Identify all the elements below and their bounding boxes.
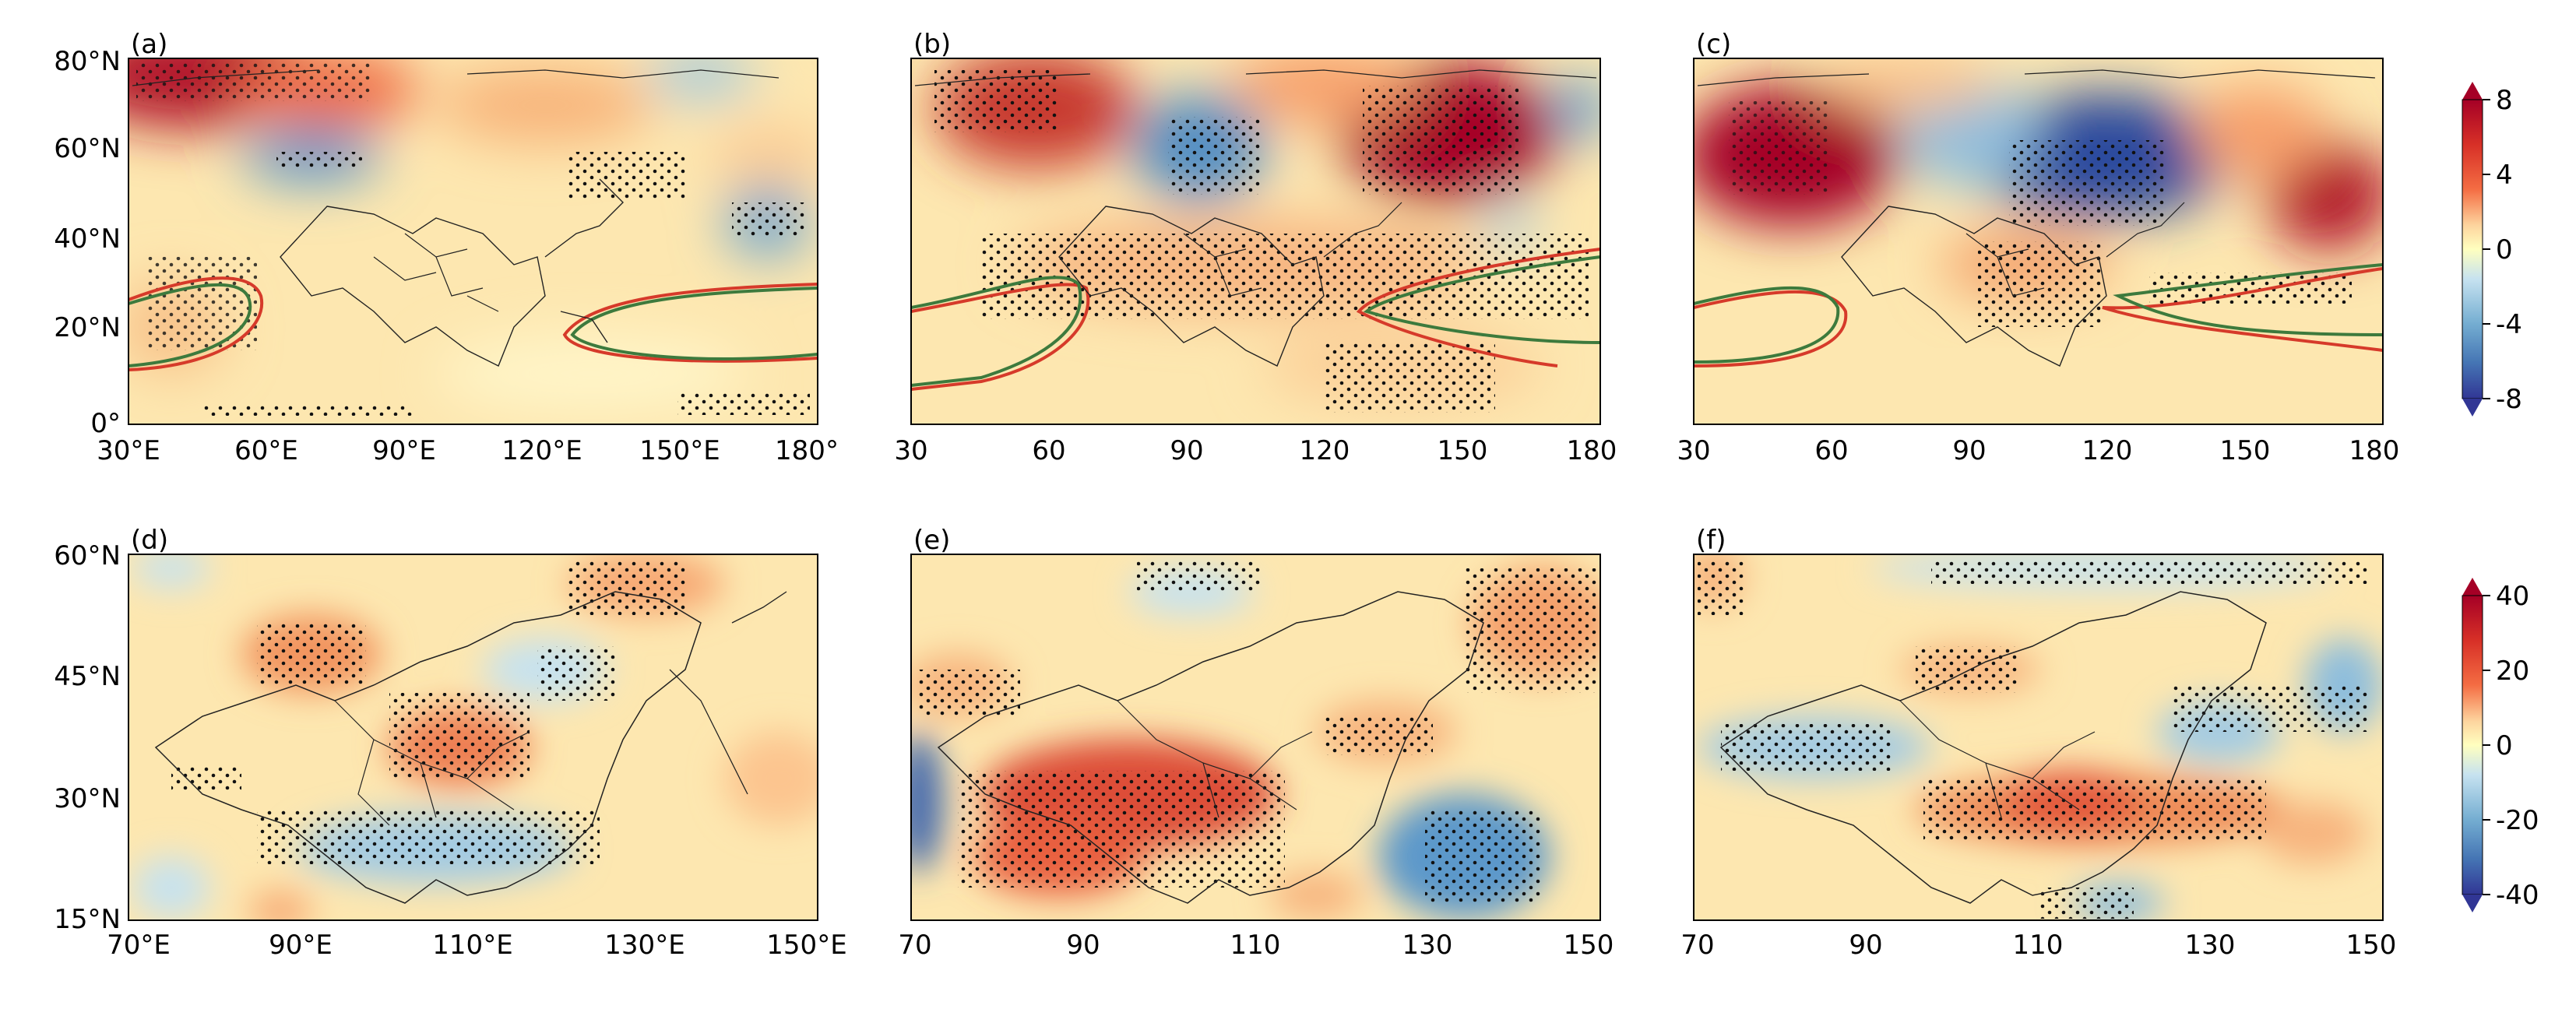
xtick: 90 (1849, 930, 1882, 961)
ytick: 60°N (54, 540, 121, 571)
ytick: 45°N (54, 661, 121, 692)
xtick: 150 (2346, 930, 2397, 961)
panel-d-field (128, 554, 818, 920)
xtick: 150 (1438, 435, 1488, 466)
panel-f: (f) 70 90 110 130 150 (1680, 525, 2396, 961)
panel-f-frame (1693, 554, 2384, 921)
xtick: 150°E (766, 930, 846, 961)
panel-c-frame (1693, 58, 2384, 425)
panel-e: (e) 70 90 110 130 150 (898, 525, 1614, 961)
colorbar-tick: -4 (2496, 309, 2522, 340)
panel-a-frame (128, 58, 818, 425)
panel-d-label: (d) (131, 525, 168, 556)
ytick: 15°N (54, 904, 121, 935)
xtick: 120 (1300, 435, 1350, 466)
xtick: 90 (1952, 435, 1986, 466)
panel-e-field (911, 554, 1600, 920)
xtick: 90°E (372, 435, 436, 466)
panel-b: (b) 30 60 90 120 150 180 (894, 29, 1617, 466)
panel-c-field (1694, 58, 2383, 424)
xtick: 150 (1564, 930, 1614, 961)
panel-b-frame (910, 58, 1601, 425)
xtick: 90°E (269, 930, 333, 961)
panel-b-label: (b) (913, 29, 951, 60)
panel-a-field (128, 58, 818, 424)
xtick: 110°E (432, 930, 512, 961)
xtick: 130°E (604, 930, 684, 961)
ytick: 0° (90, 408, 121, 439)
xtick: 60 (1032, 435, 1065, 466)
panel-f-label: (f) (1696, 525, 1726, 556)
panel-a-label: (a) (131, 29, 167, 60)
xtick: 110 (1230, 930, 1281, 961)
colorbar-tick: 8 (2496, 85, 2513, 116)
xtick: 120°E (501, 435, 582, 466)
ytick: 80°N (54, 46, 121, 77)
panel-b-field (911, 58, 1600, 424)
colorbar-tick: 40 (2496, 581, 2529, 612)
colorbar-tick: -40 (2496, 880, 2539, 911)
panel-c-label: (c) (1696, 29, 1731, 60)
panel-a: (a) 80°N 60°N 40°N 20°N 0° 30°E 60°E 90°… (54, 29, 839, 466)
panel-e-frame (910, 554, 1601, 921)
colorbar-tick: -8 (2496, 384, 2522, 415)
xtick: 70°E (107, 930, 171, 961)
xtick: 30 (894, 435, 927, 466)
xtick: 150°E (639, 435, 720, 466)
panel-d: (d) 60°N 45°N 30°N 15°N 70°E 90°E 110°E … (54, 525, 846, 961)
colorbar-tick: 0 (2496, 234, 2513, 265)
ytick: 20°N (54, 312, 121, 343)
xtick: 90 (1066, 930, 1100, 961)
xtick: 30°E (97, 435, 160, 466)
xtick: 110 (2013, 930, 2064, 961)
xtick: 90 (1170, 435, 1203, 466)
panel-c: (c) 30 60 90 120 150 180 (1677, 29, 2399, 466)
colorbar-top: 8 4 0 -4 -8 (2462, 82, 2522, 417)
panel-e-label: (e) (913, 525, 950, 556)
panel-f-field (1694, 554, 2383, 920)
xtick: 70 (1680, 930, 1714, 961)
ytick: 60°N (54, 133, 121, 164)
panel-d-frame (128, 554, 818, 921)
ytick: 40°N (54, 223, 121, 255)
xtick: 180 (2349, 435, 2400, 466)
xtick: 60°E (234, 435, 298, 466)
xtick: 130 (1402, 930, 1453, 961)
ytick: 30°N (54, 783, 121, 814)
xtick: 60 (1814, 435, 1848, 466)
colorbar-tick: 0 (2496, 730, 2513, 761)
xtick: 130 (2185, 930, 2236, 961)
xtick: 30 (1677, 435, 1710, 466)
xtick: 180° (775, 435, 839, 466)
xtick: 150 (2220, 435, 2271, 466)
xtick: 70 (898, 930, 931, 961)
xtick: 120 (2082, 435, 2133, 466)
colorbar-tick: -20 (2496, 805, 2539, 836)
colorbar-bottom: 40 20 0 -20 -40 (2462, 578, 2539, 912)
colorbar-tick: 20 (2496, 656, 2529, 687)
xtick: 180 (1567, 435, 1617, 466)
colorbar-tick: 4 (2496, 160, 2513, 191)
